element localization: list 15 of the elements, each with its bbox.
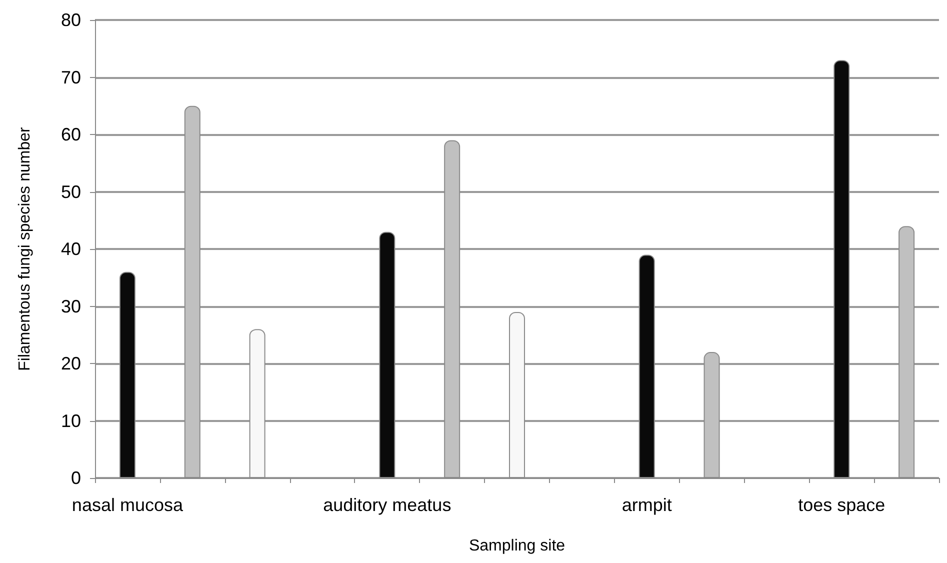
y-tick-label: 20	[60, 354, 81, 374]
x-tick-label: toes space	[798, 495, 886, 515]
y-tick-label: 30	[60, 296, 81, 316]
y-axis-title: Filamentous fungi species number	[16, 126, 34, 371]
y-tick-label: 40	[60, 239, 81, 259]
y-tick-label: 10	[60, 410, 81, 431]
y-tick-label: 60	[60, 124, 81, 144]
y-tick-label: 50	[60, 182, 81, 202]
y-tick-label: 70	[60, 67, 81, 88]
x-axis-title: Sampling site	[468, 538, 566, 554]
x-tick-label: nasal mucosa	[72, 495, 184, 515]
x-tick-label: armpit	[622, 495, 672, 515]
x-tick-label: auditory meatus	[323, 495, 452, 515]
y-tick-label: 80	[60, 10, 81, 30]
y-tick-label: 0	[70, 468, 81, 488]
